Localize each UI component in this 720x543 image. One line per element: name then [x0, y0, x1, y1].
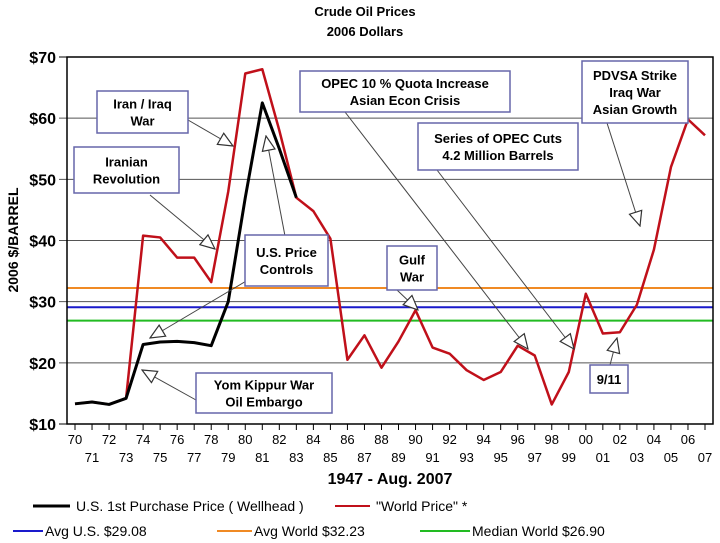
x-tick-label: 78 [204, 432, 218, 447]
legend-label-ref: Avg World $32.23 [254, 523, 365, 539]
y-tick-label: $60 [29, 111, 56, 128]
annotation-box-nine-eleven [589, 364, 629, 394]
series-line [74, 101, 298, 406]
x-tick-label: 88 [374, 432, 388, 447]
x-tick-label: 07 [698, 450, 712, 465]
x-tick-label: 99 [562, 450, 576, 465]
x-tick-label: 76 [170, 432, 184, 447]
series-line [74, 67, 706, 406]
legend-label-world: "World Price" * [376, 498, 468, 514]
x-tick-label: 75 [153, 450, 167, 465]
annotation-box-yom-kippur [195, 372, 333, 414]
plot-frame [66, 56, 714, 425]
annotation-text: Iranian [105, 155, 148, 170]
annotation-arrow [606, 122, 640, 226]
x-tick-label: 95 [493, 450, 507, 465]
annotation-box-gulf-war [386, 245, 438, 291]
x-tick-label: 74 [136, 432, 150, 447]
annotation-text: Revolution [93, 172, 160, 187]
annotation-text: Asian Econ Crisis [350, 93, 461, 108]
y-axis-label: 2006 $/BARREL [5, 187, 21, 292]
annotation-arrow [610, 338, 617, 366]
y-tick-label: $50 [29, 172, 56, 189]
x-tick-label: 70 [68, 432, 82, 447]
y-tick-label: $70 [29, 50, 56, 67]
annotation-text: Yom Kippur War [214, 378, 314, 393]
x-tick-label: 05 [664, 450, 678, 465]
x-tick-label: 90 [408, 432, 422, 447]
x-tick-label: 98 [545, 432, 559, 447]
annotation-arrow [436, 169, 574, 349]
x-tick-label: 04 [647, 432, 661, 447]
x-tick-label: 81 [255, 450, 269, 465]
annotation-text: Iran / Iraq [113, 97, 172, 112]
x-tick-label: 96 [510, 432, 524, 447]
annotation-box-us-price [244, 234, 329, 287]
annotation-arrow [344, 111, 528, 349]
legend-label-ref: Avg U.S. $29.08 [45, 523, 147, 539]
annotation-text: Series of OPEC Cuts [434, 131, 562, 146]
x-tick-label: 06 [681, 432, 695, 447]
x-tick-label: 02 [613, 432, 627, 447]
annotation-arrow [266, 136, 286, 237]
annotation-box-iranian-rev [73, 146, 180, 194]
x-tick-label: 97 [527, 450, 541, 465]
annotation-arrow [187, 119, 233, 146]
annotation-text: Controls [260, 262, 313, 277]
x-tick-label: 85 [323, 450, 337, 465]
annotation-box-opec-cuts [417, 122, 579, 171]
annotation-arrow [150, 273, 259, 338]
annotation-arrow [149, 194, 215, 249]
annotation-text: War [400, 270, 424, 285]
annotation-text: Gulf [399, 253, 426, 268]
annotation-text: U.S. Price [256, 245, 317, 260]
x-tick-label: 87 [357, 450, 371, 465]
x-tick-label: 93 [459, 450, 473, 465]
annotation-arrow [396, 289, 418, 310]
x-tick-label: 73 [119, 450, 133, 465]
annotation-text: Iraq War [609, 85, 661, 100]
chart-title: Crude Oil Prices [314, 4, 415, 19]
x-tick-label: 83 [289, 450, 303, 465]
x-tick-label: 00 [579, 432, 593, 447]
y-tick-label: $30 [29, 295, 56, 312]
x-tick-label: 89 [391, 450, 405, 465]
x-tick-label: 80 [238, 432, 252, 447]
legend-label-ref: Median World $26.90 [472, 523, 605, 539]
legend-label-us: U.S. 1st Purchase Price ( Wellhead ) [76, 498, 304, 514]
x-tick-label: 84 [306, 432, 320, 447]
annotation-text: 4.2 Million Barrels [442, 148, 553, 163]
x-tick-label: 01 [596, 450, 610, 465]
annotation-text: Asian Growth [593, 102, 678, 117]
x-tick-label: 79 [221, 450, 235, 465]
y-tick-label: $10 [29, 417, 56, 434]
x-axis-label: 1947 - Aug. 2007 [328, 471, 453, 488]
x-tick-label: 86 [340, 432, 354, 447]
annotation-text: 9/11 [597, 372, 622, 387]
annotation-box-opec-quota [299, 70, 511, 113]
x-tick-label: 91 [425, 450, 439, 465]
annotation-arrow [142, 370, 197, 401]
x-tick-label: 82 [272, 432, 286, 447]
annotation-box-iran-iraq [96, 90, 189, 134]
chart-subtitle: 2006 Dollars [327, 24, 404, 39]
annotation-text: Oil Embargo [225, 395, 302, 410]
y-tick-label: $40 [29, 234, 56, 251]
x-tick-label: 92 [442, 432, 456, 447]
x-tick-label: 77 [187, 450, 201, 465]
annotation-text: War [130, 114, 154, 129]
annotation-text: PDVSA Strike [593, 68, 677, 83]
x-tick-label: 71 [85, 450, 99, 465]
annotation-box-pdvsa [581, 60, 689, 124]
x-tick-label: 72 [102, 432, 116, 447]
x-tick-label: 03 [630, 450, 644, 465]
annotation-text: OPEC 10 % Quota Increase [321, 76, 489, 91]
x-tick-label: 94 [476, 432, 490, 447]
y-tick-label: $20 [29, 356, 56, 373]
